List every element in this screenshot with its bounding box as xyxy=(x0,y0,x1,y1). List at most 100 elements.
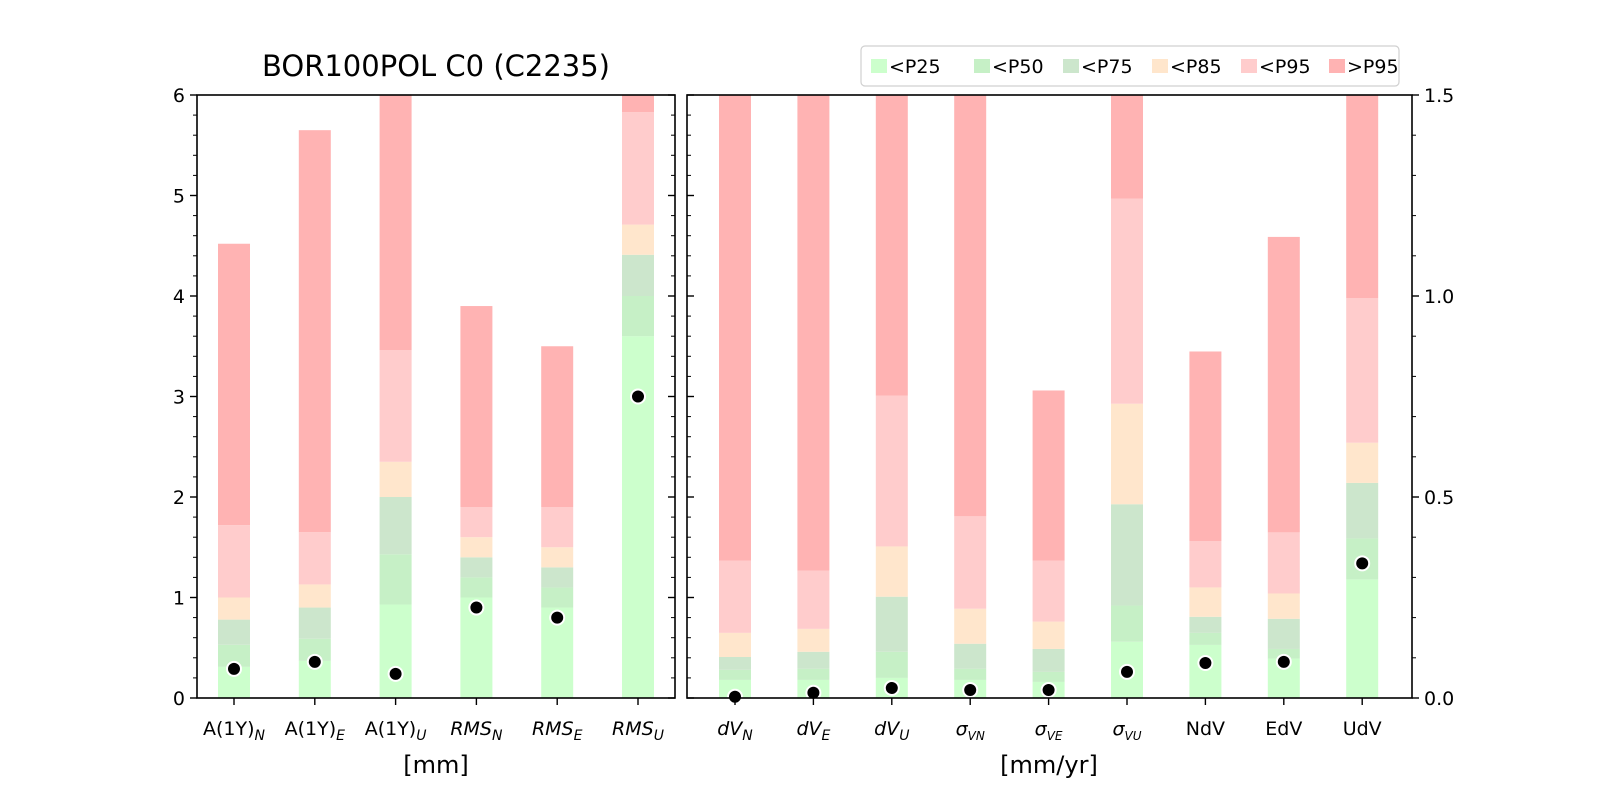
left-station-point-1 xyxy=(306,653,323,670)
left-station-point-0 xyxy=(226,660,242,677)
left-bar-0-segment-2 xyxy=(218,619,250,645)
legend-label-2: <P75 xyxy=(1081,56,1133,78)
left-tick-label-0: 0 xyxy=(173,688,185,710)
legend-label-3: <P85 xyxy=(1170,56,1222,78)
left-category-sub-0: N xyxy=(255,728,266,744)
left-panel-station-points xyxy=(226,388,646,682)
right-bar-4-segment-1 xyxy=(1032,671,1065,682)
left-category-label-0: A(1Y)N xyxy=(203,718,266,744)
left-bar-3-segment-4 xyxy=(460,507,493,538)
right-panel-bars xyxy=(719,95,1379,698)
right-bar-6-segment-2 xyxy=(1189,616,1222,633)
axis-ticks: 0 1 2 3 4 5 6 0.0 0.5 1.0 1.5 xyxy=(173,85,1454,710)
left-bar-0-segment-1 xyxy=(218,644,250,667)
left-bar-5-segment-3 xyxy=(622,224,654,255)
left-category-base-3: RMS xyxy=(450,718,492,740)
left-bar-0-segment-3 xyxy=(218,597,250,620)
legend-frame xyxy=(860,45,1400,87)
right-category-label-5: σVU xyxy=(1112,718,1141,743)
right-bar-5-segment-3 xyxy=(1111,403,1143,505)
left-panel-bars xyxy=(218,95,654,698)
left-bar-4-segment-2 xyxy=(541,567,574,588)
right-tick-label-2: 1.0 xyxy=(1424,286,1454,308)
left-category-label-2: A(1Y)U xyxy=(365,718,427,744)
left-category-base-2: A(1Y) xyxy=(365,718,417,740)
legend-swatch-2 xyxy=(1063,59,1079,73)
left-bar-1-segment-4 xyxy=(298,532,331,585)
left-bar-4-segment-4 xyxy=(541,507,574,548)
left-category-sub-5: U xyxy=(654,728,664,744)
left-category-label-1: A(1Y)E xyxy=(285,718,346,744)
right-bar-6-segment-4 xyxy=(1189,541,1222,588)
left-tick-label-3: 3 xyxy=(173,387,185,409)
left-bar-4-segment-1 xyxy=(541,587,574,608)
right-bar-1-segment-5 xyxy=(797,95,830,571)
left-bar-3-segment-3 xyxy=(460,537,493,558)
right-category-sub-2: U xyxy=(899,728,909,744)
right-category-label-3: σVN xyxy=(956,718,985,743)
right-bar-2-segment-1 xyxy=(875,651,908,678)
legend-swatch-4 xyxy=(1241,59,1257,73)
right-category-base-6: NdV xyxy=(1186,718,1225,740)
legend-label-5: >P95 xyxy=(1347,56,1399,78)
right-bar-2-segment-2 xyxy=(875,596,908,652)
right-bar-6-segment-3 xyxy=(1189,587,1222,617)
legend-swatch-0 xyxy=(871,59,887,73)
right-category-label-6: NdV xyxy=(1186,718,1225,740)
legend-label-4: <P95 xyxy=(1259,56,1311,78)
left-bar-3-segment-5 xyxy=(460,306,493,508)
left-tick-label-6: 6 xyxy=(173,85,185,107)
right-station-point-4 xyxy=(1040,681,1057,698)
right-bar-5-segment-2 xyxy=(1111,504,1143,606)
right-bar-1-segment-4 xyxy=(797,570,830,629)
right-bar-3-segment-3 xyxy=(954,608,987,644)
right-bar-5-segment-4 xyxy=(1111,198,1143,404)
left-bar-5-segment-1 xyxy=(622,296,654,337)
left-category-label-4: RMSE xyxy=(532,718,583,744)
right-category-sub-3: VN xyxy=(968,729,985,743)
right-bar-8-segment-2 xyxy=(1346,482,1379,539)
right-bar-8-segment-3 xyxy=(1346,442,1379,483)
right-category-base-4: σ xyxy=(1035,718,1048,740)
left-tick-label-4: 4 xyxy=(173,286,185,308)
left-bar-1-segment-2 xyxy=(298,607,331,639)
right-bar-3-segment-1 xyxy=(954,668,987,680)
left-station-point-3 xyxy=(468,599,485,616)
right-bar-7-segment-4 xyxy=(1267,532,1300,594)
right-category-label-0: dVN xyxy=(717,718,753,744)
left-category-sub-1: E xyxy=(336,728,345,744)
left-bar-2-segment-2 xyxy=(379,497,412,555)
left-bar-1-segment-5 xyxy=(298,130,331,533)
legend: <P25 <P50 <P75 <P85 <P95 >P95 xyxy=(860,45,1400,87)
right-bar-7-segment-3 xyxy=(1267,593,1300,619)
left-unit-label: [mm] xyxy=(403,751,468,779)
left-bar-5-segment-5 xyxy=(622,95,654,113)
right-category-sub-4: VE xyxy=(1047,729,1063,743)
right-tick-label-3: 1.5 xyxy=(1424,85,1454,107)
left-category-base-1: A(1Y) xyxy=(285,718,337,740)
right-category-base-7: EdV xyxy=(1265,718,1302,740)
right-bar-8-segment-5 xyxy=(1346,95,1379,299)
chart-title: BOR100POL C0 (C2235) xyxy=(262,49,610,83)
right-station-point-3 xyxy=(962,681,979,698)
right-bar-3-segment-5 xyxy=(954,95,987,517)
right-tick-label-0: 0.0 xyxy=(1424,688,1454,710)
right-category-sub-1: E xyxy=(822,728,831,744)
left-bar-2-segment-4 xyxy=(379,350,412,462)
right-category-base-0: dV xyxy=(717,718,744,740)
right-bar-4-segment-2 xyxy=(1032,648,1065,672)
right-bar-0-segment-3 xyxy=(719,632,751,657)
left-tick-label-2: 2 xyxy=(173,487,185,509)
right-category-label-8: UdV xyxy=(1343,718,1382,740)
left-station-point-4 xyxy=(549,609,566,626)
left-category-base-4: RMS xyxy=(532,718,574,740)
right-category-label-7: EdV xyxy=(1265,718,1302,740)
right-bar-7-segment-5 xyxy=(1267,236,1300,533)
right-bar-1-segment-3 xyxy=(797,628,830,652)
left-bar-4-segment-5 xyxy=(541,346,574,508)
left-category-base-5: RMS xyxy=(612,718,654,740)
left-category-label-5: RMSU xyxy=(612,718,664,744)
right-bar-4-segment-4 xyxy=(1032,560,1065,622)
right-category-base-8: UdV xyxy=(1343,718,1382,740)
